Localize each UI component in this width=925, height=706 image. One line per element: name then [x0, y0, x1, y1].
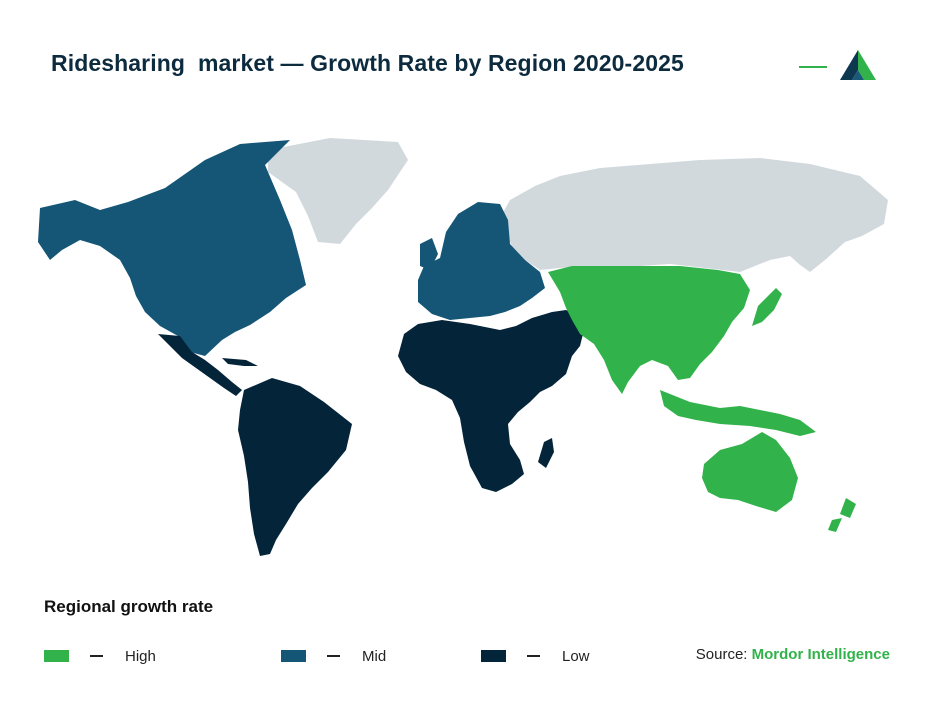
- new-zealand-region: [828, 498, 856, 532]
- uk-region: [420, 238, 438, 270]
- legend-swatch-high: [44, 650, 69, 662]
- legend-label-high: High: [125, 647, 156, 665]
- japan-region: [752, 288, 782, 326]
- source-credit: Source: Mordor Intelligence: [696, 646, 890, 663]
- legend-title: Regional growth rate: [44, 597, 214, 616]
- australia-region: [702, 432, 798, 512]
- legend-dash: [527, 655, 540, 657]
- source-prefix: Source:: [695, 646, 752, 663]
- asia-region: [548, 266, 750, 394]
- greenland-region: [268, 138, 408, 244]
- source-brand-link[interactable]: Mordor Intelligence: [751, 646, 890, 663]
- europe-region: [418, 202, 545, 320]
- world-map: [38, 138, 888, 556]
- title-divider: [799, 66, 827, 68]
- caribbean-region: [222, 358, 258, 366]
- legend-item-high: High: [44, 647, 156, 665]
- south-america-region: [238, 378, 352, 556]
- central-america-region: [158, 334, 242, 396]
- russia-region: [500, 158, 888, 272]
- legend-dash: [327, 655, 340, 657]
- north-america-region: [38, 140, 306, 356]
- mordor-intelligence-logo-icon: [840, 50, 876, 80]
- legend-label-low: Low: [562, 647, 590, 665]
- southeast-asia-region: [660, 390, 816, 436]
- legend-label-mid: Mid: [362, 647, 387, 665]
- legend-item-low: Low: [481, 647, 590, 665]
- madagascar-region: [538, 438, 554, 468]
- legend-swatch-low: [481, 650, 506, 662]
- legend-dash: [90, 655, 103, 657]
- page-title: Ridesharing market — Growth Rate by Regi…: [51, 50, 684, 76]
- legend-item-mid: Mid: [281, 647, 386, 665]
- africa-middle-east-region: [398, 310, 584, 492]
- legend-swatch-mid: [281, 650, 306, 662]
